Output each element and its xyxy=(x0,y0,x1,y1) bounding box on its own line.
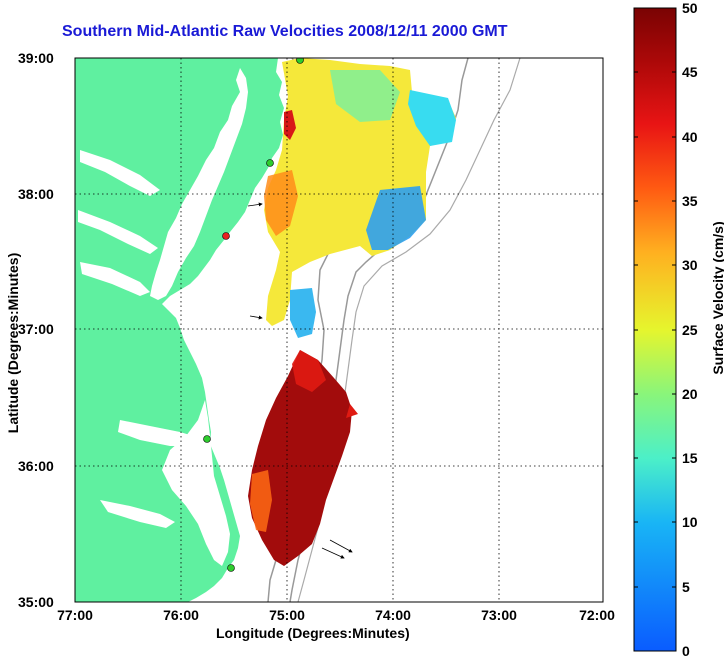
colorbar-tick-label: 35 xyxy=(682,193,698,209)
x-tick-label: 77:00 xyxy=(57,607,93,623)
colorbar-ticks xyxy=(634,71,676,588)
colorbar-tick-label: 45 xyxy=(682,64,698,80)
velocity-patch-green xyxy=(330,70,400,122)
velocity-patch-blue xyxy=(366,186,426,250)
bay-tributary xyxy=(80,262,150,296)
x-tick-label: 73:00 xyxy=(481,607,517,623)
pamlico-sound xyxy=(162,400,230,566)
radar-station-marker xyxy=(222,232,230,240)
chesapeake-bay xyxy=(150,68,248,300)
x-tick-label: 72:00 xyxy=(579,607,615,623)
velocity-patch-orange-south xyxy=(250,470,272,532)
colorbar-tick-label: 40 xyxy=(682,129,698,145)
grid-lines xyxy=(75,58,603,602)
velocity-arrow xyxy=(249,315,263,320)
x-axis-label: Longitude (Degrees:Minutes) xyxy=(216,625,410,641)
colorbar-tick-label: 0 xyxy=(682,643,690,659)
colorbar-tick-label: 15 xyxy=(682,450,698,466)
radar-station-marker xyxy=(203,435,211,443)
radar-station-marker xyxy=(227,564,235,572)
colorbar xyxy=(633,7,677,652)
colorbar-tick-label: 25 xyxy=(682,322,698,338)
x-tick-label: 74:00 xyxy=(375,607,411,623)
map-title: Southern Mid-Atlantic Raw Velocities 200… xyxy=(62,23,508,40)
velocity-arrow xyxy=(329,539,353,553)
colorbar-tick-label: 5 xyxy=(682,579,690,595)
radar-station-marker xyxy=(296,58,304,64)
colorbar-tick-label: 10 xyxy=(682,514,698,530)
y-tick-label: 38:00 xyxy=(18,186,54,202)
x-tick-label: 76:00 xyxy=(163,607,199,623)
y-tick-label: 36:00 xyxy=(18,458,54,474)
colorbar-tick-label: 30 xyxy=(682,257,698,273)
plot-frame xyxy=(74,57,604,603)
y-tick-label: 39:00 xyxy=(18,50,54,66)
y-tick-label: 37:00 xyxy=(18,321,54,337)
bay-tributary xyxy=(78,210,158,254)
velocity-patch-south-blue xyxy=(290,288,316,338)
x-tick-label: 75:00 xyxy=(269,607,305,623)
velocity-patch-orange xyxy=(264,170,298,236)
bay-tributary xyxy=(80,150,160,196)
velocity-field-north xyxy=(264,58,456,326)
velocity-arrow xyxy=(247,202,263,207)
y-tick-label: 35:00 xyxy=(18,594,54,610)
colorbar-tick-label: 20 xyxy=(682,386,698,402)
velocity-field-south xyxy=(248,350,352,566)
colorbar-tick-label: 50 xyxy=(682,0,698,16)
velocity-patch-red-south xyxy=(292,350,326,392)
albemarle-sound xyxy=(118,420,200,446)
velocity-patch-cyan xyxy=(408,90,456,146)
land-mass xyxy=(75,58,284,602)
radar-station-marker xyxy=(266,159,274,167)
sound-inlet xyxy=(100,500,175,528)
velocity-arrow xyxy=(321,547,345,559)
velocity-patch-arrowhead xyxy=(346,404,358,418)
